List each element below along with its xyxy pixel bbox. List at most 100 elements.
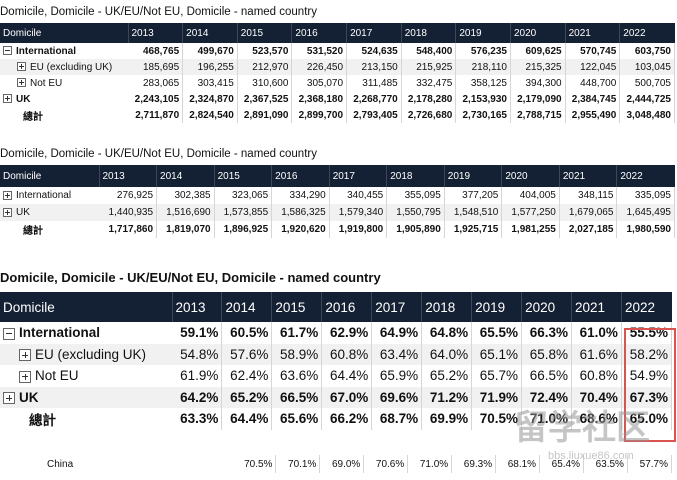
value-cell: 1,925,715 xyxy=(444,221,503,238)
value-cell: 2,824,540 xyxy=(182,107,238,123)
value-cell: 1,905,890 xyxy=(386,221,445,238)
expand-plus-icon[interactable] xyxy=(19,370,31,383)
value-cell: 1,516,690 xyxy=(156,204,215,221)
value-cell: 332,475 xyxy=(401,75,457,91)
year-header-2017: 2017 xyxy=(329,165,388,187)
value-cell: 65.2% xyxy=(221,386,273,408)
value-cell: 60.5% xyxy=(221,322,273,344)
expand-plus-icon[interactable] xyxy=(3,94,12,104)
value-cell: 1,819,070 xyxy=(156,221,215,238)
collapse-minus-icon[interactable] xyxy=(3,327,15,340)
table-row: 總計 1,717,860 1,819,070 1,896,925 1,920,620 1,… xyxy=(0,221,675,238)
value-cell: 64.4% xyxy=(221,408,273,430)
year-header-2013: 2013 xyxy=(128,23,184,43)
value-cell: 2,367,525 xyxy=(237,91,293,107)
value-cell: 2,179,090 xyxy=(510,91,566,107)
value-cell: 218,110 xyxy=(455,59,511,75)
value-cell: 67.3% xyxy=(621,386,673,408)
table1-absolute-counts: Domicile 2013 2014 2015 2016 2017 2018 2019 2020… xyxy=(0,23,675,123)
value-cell: 215,325 xyxy=(510,59,566,75)
year-header-2018: 2018 xyxy=(401,23,457,43)
domicile-header: Domicile xyxy=(0,23,129,43)
value-cell: 348,115 xyxy=(559,187,618,204)
expand-plus-icon[interactable] xyxy=(3,392,15,405)
value-cell: 63.3% xyxy=(172,408,223,430)
row-label-uk: UK xyxy=(19,389,39,405)
value-cell: 66.5% xyxy=(271,386,323,408)
value-cell: 212,970 xyxy=(237,59,293,75)
expand-plus-icon[interactable] xyxy=(19,349,31,362)
expand-plus-icon[interactable] xyxy=(17,78,26,88)
value-cell: 65.1% xyxy=(471,343,523,365)
value-cell: 70.5% xyxy=(471,408,523,430)
row-label-uk: UK xyxy=(16,207,30,218)
domicile-header: Domicile xyxy=(0,165,100,187)
value-cell: 323,065 xyxy=(214,187,273,204)
value-cell: 54.8% xyxy=(172,343,223,365)
value-cell: 122,045 xyxy=(565,59,621,75)
row-label-not-eu: Not EU xyxy=(35,368,79,384)
value-cell: 468,765 xyxy=(128,43,184,59)
year-header-2018: 2018 xyxy=(421,292,473,322)
year-header-2019: 2019 xyxy=(444,165,503,187)
row-label-row-4: 總計 xyxy=(23,111,43,123)
value-cell: 2,726,680 xyxy=(401,107,457,123)
value-cell: 523,570 xyxy=(237,43,293,59)
expand-plus-icon[interactable] xyxy=(3,207,12,217)
expand-plus-icon[interactable] xyxy=(17,62,26,72)
value-cell: 404,005 xyxy=(501,187,560,204)
value-cell: 67.0% xyxy=(321,386,373,408)
table2-title: Domicile, Domicile - UK/EU/Not EU, Domic… xyxy=(0,148,317,160)
row-label-international: International xyxy=(16,190,72,201)
value-cell: 335,095 xyxy=(616,187,675,204)
table4-named-country: China 70.5% 70.1% 69.0% 70.6% 71.0% 69.3% 68.1%… xyxy=(0,455,673,473)
value-cell: 68.6% xyxy=(571,408,622,430)
row-label-row-4: 總計 xyxy=(29,412,56,428)
value-cell: 63.6% xyxy=(271,365,323,387)
value-cell: 303,415 xyxy=(182,75,238,91)
value-cell: 1,981,255 xyxy=(501,221,560,238)
value-cell: 2,324,870 xyxy=(182,91,238,107)
value-cell: 2,730,165 xyxy=(455,107,511,123)
table3-title: Domicile, Domicile - UK/EU/Not EU, Domic… xyxy=(0,270,381,285)
value-cell: 63.5% xyxy=(583,455,628,473)
value-cell: 448,700 xyxy=(565,75,621,91)
value-cell: 311,485 xyxy=(346,75,402,91)
value-cell: 1,548,510 xyxy=(444,204,503,221)
table-row: 總計 63.3% 64.4% 65.6% 66.2% 68.7% 69.9% 70.5% 71.… xyxy=(0,408,673,430)
value-cell: 1,645,495 xyxy=(616,204,675,221)
table3-percentages: Domicile 2013 2014 2015 2016 2017 2018 2019 2020… xyxy=(0,292,673,430)
table-row: International 59.1% 60.5% 61.7% 62.9% 64.9% 64… xyxy=(0,322,673,344)
value-cell: 1,573,855 xyxy=(214,204,273,221)
value-cell: 58.2% xyxy=(621,343,673,365)
value-cell: 69.0% xyxy=(319,455,365,473)
value-cell: 61.7% xyxy=(271,322,323,344)
value-cell: 576,235 xyxy=(455,43,511,59)
year-header-2016: 2016 xyxy=(321,292,373,322)
value-cell: 61.0% xyxy=(571,322,622,344)
value-cell: 65.7% xyxy=(471,365,523,387)
watermark-brand: 留学社区 xyxy=(514,409,650,447)
year-header-2016: 2016 xyxy=(291,23,348,43)
year-header-2021: 2021 xyxy=(571,292,622,322)
year-header-2020: 2020 xyxy=(521,292,572,322)
row-label-international: International xyxy=(16,45,77,57)
year-header-2015: 2015 xyxy=(237,23,293,43)
year-header-2013: 2013 xyxy=(172,292,223,322)
value-cell: 54.9% xyxy=(621,365,673,387)
value-cell: 2,444,725 xyxy=(619,91,675,107)
value-cell: 196,255 xyxy=(182,59,238,75)
row-label-uk: UK xyxy=(16,93,31,105)
value-cell: 1,579,340 xyxy=(329,204,388,221)
value-cell: 570,745 xyxy=(565,43,621,59)
value-cell: 69.6% xyxy=(371,386,423,408)
value-cell: 57.7% xyxy=(627,455,673,473)
value-cell: 334,290 xyxy=(271,187,330,204)
value-cell: 57.6% xyxy=(221,343,273,365)
value-cell: 66.2% xyxy=(321,408,373,430)
value-cell: 71.0% xyxy=(407,455,453,473)
year-header-2014: 2014 xyxy=(182,23,238,43)
expand-plus-icon[interactable] xyxy=(3,190,12,200)
value-cell: 310,600 xyxy=(237,75,293,91)
collapse-minus-icon[interactable] xyxy=(3,46,12,56)
